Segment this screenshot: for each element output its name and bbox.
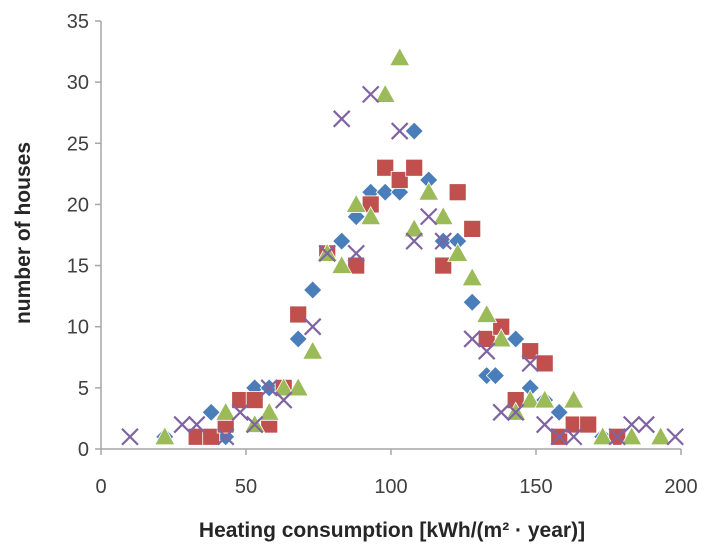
triangle-marker (461, 266, 483, 287)
triangle-marker (621, 425, 643, 446)
x-marker (260, 379, 278, 397)
square-marker (390, 171, 409, 189)
triangle-marker (403, 218, 425, 238)
square-marker (289, 305, 308, 324)
x-marker (419, 207, 438, 226)
square-marker (245, 391, 264, 409)
square-marker (521, 342, 540, 361)
square-marker (376, 158, 395, 177)
triangle-marker (447, 242, 469, 262)
triangle-marker (490, 328, 512, 348)
triangle-marker (432, 205, 454, 226)
x-marker (608, 427, 626, 446)
square-marker (535, 354, 554, 373)
x-tick-label: 200 (664, 476, 697, 498)
triangle-marker (273, 377, 295, 397)
x-marker (535, 415, 554, 434)
y-tick-labels: 0 5 10 15 20 25 30 35 (67, 11, 89, 461)
x-tick-label: 100 (374, 476, 407, 498)
triangle-marker (519, 389, 541, 409)
triangle-marker (154, 425, 176, 446)
axes (95, 20, 682, 455)
diamond-marker (201, 402, 221, 422)
square-marker (448, 183, 467, 202)
triangle-marker (360, 205, 382, 226)
x-marker (216, 427, 235, 446)
triangle-marker (563, 389, 585, 409)
x-marker (303, 317, 322, 336)
x-marker (347, 244, 365, 263)
x-marker (622, 415, 641, 434)
square-marker (202, 427, 221, 446)
diamond-marker (404, 121, 424, 141)
x-tick-label: 50 (235, 476, 257, 498)
triangle-marker (389, 46, 411, 67)
square-marker (463, 219, 482, 238)
square-marker (405, 158, 424, 177)
y-tick-label: 30 (67, 72, 89, 94)
triangle-marker (215, 401, 237, 421)
diamond-marker (332, 231, 352, 251)
triangle-marker (258, 401, 280, 421)
diamond-marker (485, 366, 505, 386)
x-marker (390, 122, 409, 140)
diamond-marker (288, 329, 308, 349)
x-marker (361, 85, 380, 104)
x-marker (637, 415, 655, 434)
y-tick-label: 10 (67, 317, 89, 339)
square-marker (579, 415, 598, 434)
triangle-marker (302, 340, 324, 360)
x-marker (477, 342, 496, 360)
y-tick-label: 5 (78, 378, 89, 400)
x-marker (405, 232, 423, 250)
triangle-marker (418, 181, 440, 201)
x-marker (564, 427, 583, 446)
x-axis-label: Heating consumption [kWh/(m² · year)] (199, 519, 585, 542)
y-axis-label: number of houses (12, 142, 35, 324)
x-marker (506, 403, 525, 422)
diamond-marker (506, 329, 526, 349)
x-tick-label: 0 (95, 476, 106, 498)
x-marker (121, 427, 139, 446)
x-marker (318, 244, 336, 263)
x-tick-label: 150 (519, 476, 552, 498)
data-points (121, 46, 684, 447)
x-marker (521, 354, 539, 373)
triangle-marker (287, 377, 309, 397)
diamond-marker (303, 280, 323, 300)
x-marker (187, 415, 206, 434)
x-marker (274, 391, 293, 409)
x-marker (463, 330, 481, 348)
triangle-marker (345, 193, 367, 213)
x-marker (492, 403, 510, 422)
triangle-marker (476, 303, 498, 323)
x-tick-labels: 0 50 100 150 200 (95, 476, 697, 498)
x-marker (434, 232, 452, 250)
x-marker (231, 403, 249, 422)
x-marker (332, 110, 351, 128)
x-marker (245, 415, 264, 434)
x-marker (666, 427, 684, 446)
triangle-marker (374, 83, 396, 103)
y-tick-label: 20 (67, 194, 89, 216)
x-marker (173, 415, 191, 434)
y-tick-label: 15 (67, 256, 89, 278)
diamond-marker (462, 292, 482, 312)
y-tick-label: 0 (78, 439, 89, 461)
triangle-marker (650, 425, 672, 446)
x-marker (550, 427, 568, 446)
triangle-marker (331, 254, 353, 274)
triangle-marker (534, 389, 556, 409)
triangle-marker (592, 425, 614, 446)
y-tick-label: 35 (67, 11, 89, 33)
y-tick-label: 25 (67, 133, 89, 155)
diamond-marker (375, 182, 395, 202)
